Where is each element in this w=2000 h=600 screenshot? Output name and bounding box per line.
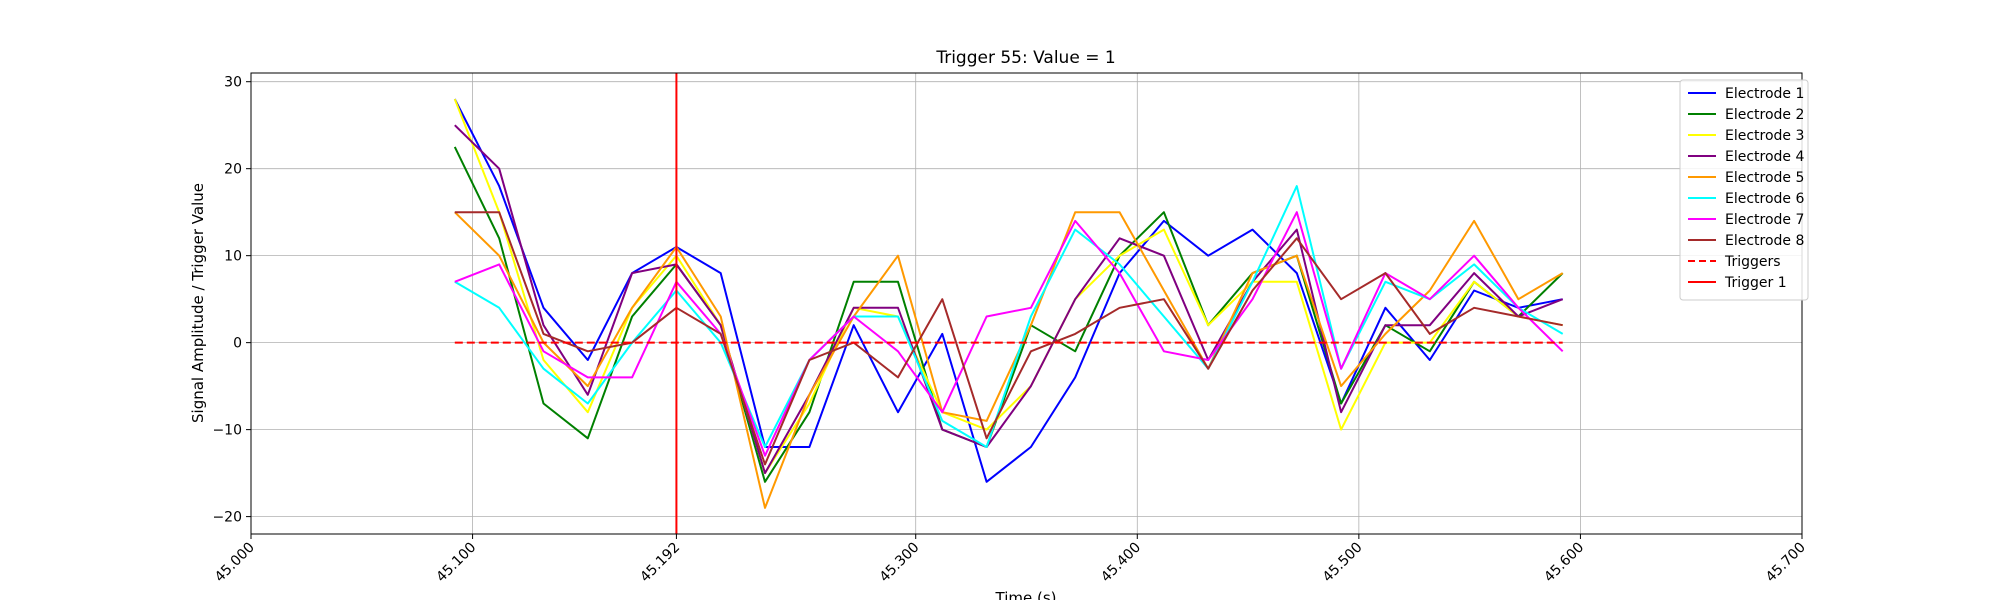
series-line [454,211,1564,457]
legend-label: Electrode 3 [1725,128,1804,144]
grid [250,73,1803,534]
y-tick-label: 10 [224,249,242,265]
x-tick-label: 45.400 [1098,540,1144,586]
x-tick-label: 45.100 [433,540,479,586]
y-tick-label: 20 [224,162,242,178]
x-axis-ticks: 45.000 45.100 45.192 45.300 45.400 45.500 45.6… [212,534,1809,585]
y-tick-label: 30 [224,75,242,91]
plot-frame [250,72,1803,535]
y-axis-label: Signal Amplitude / Trigger Value [189,183,207,423]
series-line [453,146,1564,483]
series-line [454,211,1563,466]
series-line [454,211,1564,509]
x-tick-label: 45.700 [1763,540,1809,586]
series-lines [453,98,1564,509]
legend-label: Electrode 5 [1725,170,1804,186]
y-tick-label: −20 [212,510,242,526]
series-line [454,185,1564,448]
x-tick-label: 45.600 [1541,540,1587,586]
legend-label: Electrode 4 [1725,149,1804,165]
legend-label: Electrode 2 [1725,107,1804,123]
x-tick-label: 45.000 [212,540,258,586]
chart-title: Trigger 55: Value = 1 [935,48,1115,68]
x-tick-label: 45.300 [877,540,923,586]
legend-label: Triggers [1724,254,1781,270]
legend-label: Trigger 1 [1724,275,1787,291]
series-line [454,124,1564,475]
legend-label: Electrode 6 [1725,191,1804,207]
legend-label: Electrode 7 [1725,212,1804,228]
y-tick-label: −10 [212,423,242,439]
y-axis-ticks: −20 −10 0 10 20 30 [212,75,251,526]
series-line [453,98,1563,483]
x-tick-label: 45.500 [1320,540,1366,586]
y-tick-label: 0 [233,336,242,352]
legend-label: Electrode 1 [1725,86,1804,102]
x-axis-label: Time (s) [995,589,1057,600]
legend: Electrode 1 Electrode 2 Electrode 3 Electro… [1679,79,1809,301]
x-tick-label: 45.192 [637,540,683,586]
legend-label: Electrode 8 [1725,233,1804,249]
